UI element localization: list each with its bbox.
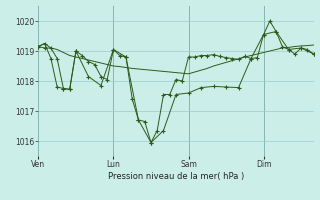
X-axis label: Pression niveau de la mer( hPa ): Pression niveau de la mer( hPa )	[108, 172, 244, 181]
